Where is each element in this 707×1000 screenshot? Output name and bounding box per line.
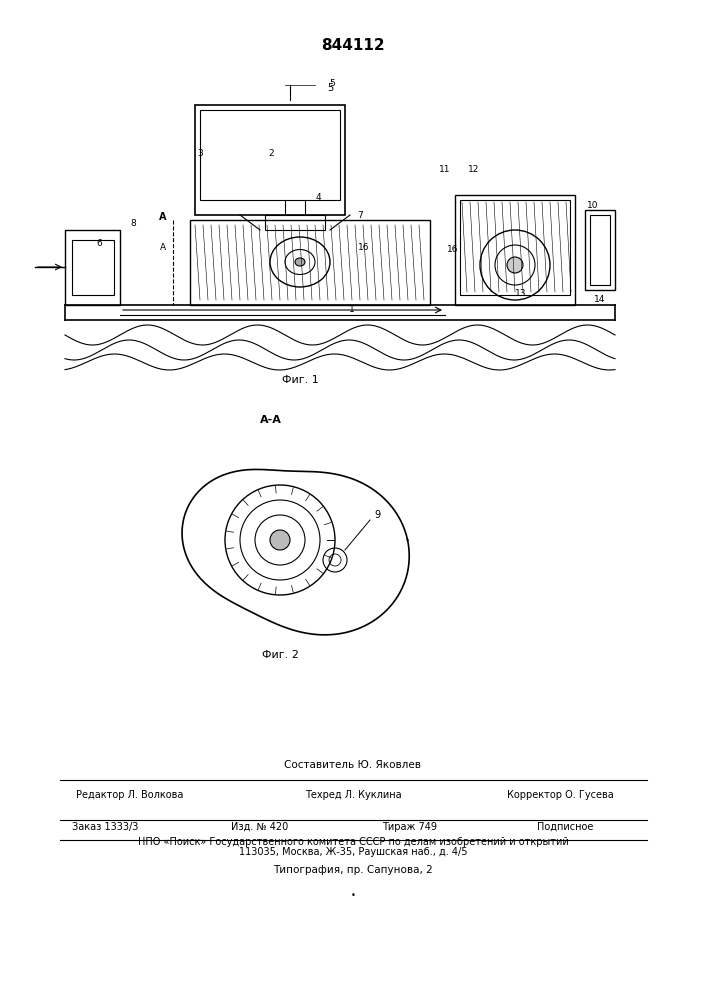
Bar bbox=[195, 105, 345, 215]
Text: Фиг. 1: Фиг. 1 bbox=[281, 375, 318, 385]
Text: НПО «Поиск» Государственного комитета СССР по делам изобретений и открытий: НПО «Поиск» Государственного комитета СС… bbox=[138, 837, 568, 847]
Text: A: A bbox=[160, 242, 166, 251]
Text: Составитель Ю. Яковлев: Составитель Ю. Яковлев bbox=[284, 760, 421, 770]
Text: 8: 8 bbox=[130, 220, 136, 229]
Text: 16: 16 bbox=[358, 243, 370, 252]
Text: 5: 5 bbox=[329, 80, 335, 89]
Bar bbox=[72, 240, 114, 295]
Bar bbox=[590, 215, 610, 285]
Text: A: A bbox=[159, 212, 167, 222]
Text: 11: 11 bbox=[439, 164, 451, 174]
Text: 5: 5 bbox=[327, 83, 333, 93]
Bar bbox=[200, 110, 340, 200]
Text: Заказ 1333/3: Заказ 1333/3 bbox=[72, 822, 138, 832]
Text: 14: 14 bbox=[595, 296, 606, 304]
Bar bbox=[190, 220, 430, 305]
Text: Фиг. 2: Фиг. 2 bbox=[262, 650, 298, 660]
Bar bbox=[265, 215, 325, 230]
Text: Тираж 749: Тираж 749 bbox=[382, 822, 438, 832]
Text: 2: 2 bbox=[268, 148, 274, 157]
Text: 13: 13 bbox=[515, 288, 527, 298]
Text: Изд. № 420: Изд. № 420 bbox=[231, 822, 288, 832]
Bar bbox=[65, 230, 120, 305]
Text: 113035, Москва, Ж-35, Раушская наб., д. 4/5: 113035, Москва, Ж-35, Раушская наб., д. … bbox=[239, 847, 467, 857]
Circle shape bbox=[270, 530, 290, 550]
Text: 1: 1 bbox=[349, 306, 355, 314]
Bar bbox=[455, 195, 575, 305]
Ellipse shape bbox=[295, 258, 305, 266]
Text: Типография, пр. Сапунова, 2: Типография, пр. Сапунова, 2 bbox=[273, 865, 433, 875]
Text: Техред Л. Куклина: Техред Л. Куклина bbox=[305, 790, 402, 800]
Text: 6: 6 bbox=[96, 238, 102, 247]
Text: •: • bbox=[351, 890, 356, 900]
Text: Подписное: Подписное bbox=[537, 822, 593, 832]
Text: A-A: A-A bbox=[260, 415, 282, 425]
Text: 16: 16 bbox=[448, 244, 459, 253]
Bar bbox=[585, 210, 615, 290]
Text: 12: 12 bbox=[468, 164, 479, 174]
Bar bbox=[460, 200, 570, 295]
Text: 9: 9 bbox=[374, 510, 380, 520]
Circle shape bbox=[507, 257, 523, 273]
Text: Корректор О. Гусева: Корректор О. Гусева bbox=[507, 790, 614, 800]
Text: 4: 4 bbox=[315, 194, 321, 202]
Text: 7: 7 bbox=[357, 211, 363, 220]
Text: 3: 3 bbox=[197, 149, 203, 158]
Text: 10: 10 bbox=[588, 202, 599, 211]
Text: 844112: 844112 bbox=[321, 37, 385, 52]
Text: Редактор Л. Волкова: Редактор Л. Волкова bbox=[76, 790, 184, 800]
